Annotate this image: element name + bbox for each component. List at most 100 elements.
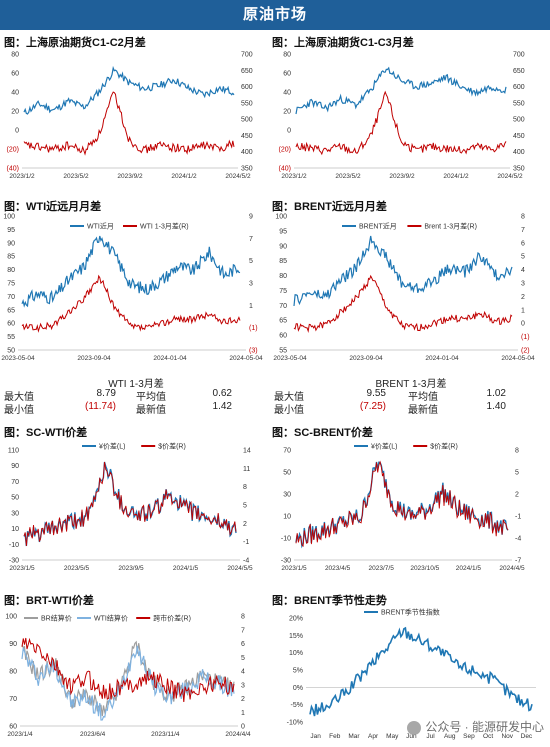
y-right-tick-label: 600 (241, 84, 253, 91)
y-left-tick-label: 60 (11, 71, 19, 78)
x-tick-label: 2024-01-04 (153, 355, 187, 362)
legend-label: BRENT近月 (359, 222, 397, 231)
y-left-tick-label: 80 (11, 52, 19, 59)
x-tick-label: 2023/5/2 (63, 173, 89, 180)
series-line-spread (295, 90, 507, 156)
stats-wti-max-label: 最大值 (4, 392, 34, 403)
y-left-tick-label: 75 (279, 288, 287, 295)
x-tick-label: 2023/5/5 (64, 565, 90, 572)
y-left-tick-label: 95 (7, 227, 15, 234)
y-right-tick-label: 8 (515, 448, 519, 455)
y-right-tick-label: -4 (243, 558, 249, 565)
y-left-tick-label: 85 (279, 258, 287, 265)
watermark-text: 公众号 · 能源研发中心 (425, 720, 544, 734)
y-left-tick-label: 90 (9, 641, 17, 648)
legend-label: WTI结算价 (94, 614, 128, 623)
stats-wti-latest-label: 最新值 (136, 405, 166, 416)
y-right-tick-label: 1 (249, 303, 253, 310)
chart-c8: 20% 15% 10% 5% 0% -5% -10% Jan Feb Mar Apr May Jun Ju… (287, 608, 536, 740)
chart-title-c6: 图：SC-BRENT价差 (272, 427, 373, 439)
page-banner: 原油市场 (0, 0, 550, 30)
x-tick-label: 2024/4/5 (499, 565, 525, 572)
y-left-tick-label: (20) (7, 147, 19, 154)
y-left-tick-label: (20) (279, 147, 291, 154)
y-right-tick-label: 2 (521, 294, 525, 301)
x-tick-label: 2023/1/5 (281, 565, 307, 572)
x-tick-label: 2023/1/4 (7, 731, 33, 738)
y-left-tick-label: 70 (9, 696, 17, 703)
x-tick-label: Jan (310, 733, 321, 740)
x-tick-label: 2023-09-04 (77, 355, 111, 362)
x-tick-label: 2023/9/2 (117, 173, 143, 180)
y-left-tick-label: 20 (11, 109, 19, 116)
y-right-tick-label: 7 (249, 236, 253, 243)
chart-c1: 80 60 40 20 0 (20) (40) 700 650 600 550 500 450 400 35… (7, 52, 253, 181)
chart-title-c5: 图：SC-WTI价差 (4, 427, 88, 439)
y-right-tick-label: 350 (241, 166, 253, 173)
y-left-tick-label: 55 (279, 348, 287, 355)
y-right-tick-label: 6 (521, 240, 525, 247)
y-left-tick-label: 100 (275, 214, 287, 221)
y-right-tick-label: 7 (241, 627, 245, 634)
x-tick-label: 2024/1/2 (171, 173, 197, 180)
stats-wti-title: WTI 1-3月差 (108, 379, 164, 390)
y-left-tick-label: 20 (283, 109, 291, 116)
x-tick-label: Dec (521, 733, 533, 740)
chart-title-c1: 图：上海原油期货C1-C2月差 (4, 37, 146, 49)
y-left-tick-label: 75 (7, 281, 15, 288)
y-left-tick-label: (40) (279, 166, 291, 173)
legend-label: BR结算价 (41, 614, 72, 623)
y-left-tick-label: 0% (293, 685, 303, 692)
series-line-price (23, 65, 235, 115)
x-tick-label: Nov (501, 733, 513, 740)
x-tick-label: 2024/1/5 (173, 565, 199, 572)
y-right-tick-label: 0 (241, 724, 245, 731)
series-line-price (295, 66, 507, 115)
chart-c3: 1009590858075706560555097531(1)(3)2023-0… (1, 214, 263, 363)
x-tick-label: 2023-05-04 (1, 355, 35, 362)
y-left-tick-label: 10% (289, 650, 303, 657)
x-tick-label: 2023/1/2 (281, 173, 307, 180)
x-tick-label: Mar (348, 733, 360, 740)
x-tick-label: 2024-05-04 (229, 355, 263, 362)
x-tick-label: 2024/5/5 (227, 565, 253, 572)
series-line-usd (23, 461, 237, 547)
y-right-tick-label: 11 (243, 466, 250, 473)
x-tick-label: 2023/7/5 (369, 565, 395, 572)
legend-label: WTI 1-3月差(R) (140, 222, 189, 231)
y-left-tick-label: 40 (283, 90, 291, 97)
legend-label: ¥价差(L) (99, 442, 125, 451)
stats-wti-avg: 0.62 (212, 388, 232, 399)
y-left-tick-label: 80 (283, 52, 291, 59)
x-tick-label: 2024-05-04 (501, 355, 535, 362)
x-tick-label: 2023/1/5 (9, 565, 35, 572)
y-right-tick-label: 7 (521, 227, 525, 234)
series-line-1-3-spread (293, 274, 513, 333)
wechat-icon (407, 720, 422, 735)
y-left-tick-label: 65 (7, 307, 15, 314)
y-right-tick-label: 600 (513, 84, 525, 91)
y-right-tick-label: 5 (521, 254, 525, 261)
series-line-1-3-spread (21, 274, 241, 333)
y-right-tick-label: -1 (243, 539, 249, 546)
y-right-tick-label: -1 (515, 514, 521, 521)
y-right-tick-label: (1) (521, 334, 530, 341)
y-right-tick-label: 450 (241, 133, 253, 140)
x-tick-label: 2023/10/5 (410, 565, 439, 572)
stats-wti-max: 8.79 (96, 388, 116, 399)
y-right-tick-label: (1) (249, 325, 258, 332)
chart-title-c8: 图：BRENT季节性走势 (272, 595, 387, 607)
stats-brent-title: BRENT 1-3月差 (375, 379, 447, 390)
y-right-tick-label: 8 (521, 214, 525, 221)
y-right-tick-label: 400 (241, 149, 253, 156)
y-left-tick-label: 90 (279, 243, 287, 250)
legend-label: $价差(R) (430, 442, 458, 451)
y-left-tick-label: 60 (279, 333, 287, 340)
x-tick-label: 2023/4/5 (325, 565, 351, 572)
stats-brent-latest: 1.40 (486, 401, 506, 412)
y-right-tick-label: 14 (243, 448, 251, 455)
y-left-tick-label: 0 (15, 128, 19, 135)
series-line-cny (23, 461, 237, 547)
y-right-tick-label: 2 (243, 521, 247, 528)
x-tick-label: 2023-09-04 (349, 355, 383, 362)
